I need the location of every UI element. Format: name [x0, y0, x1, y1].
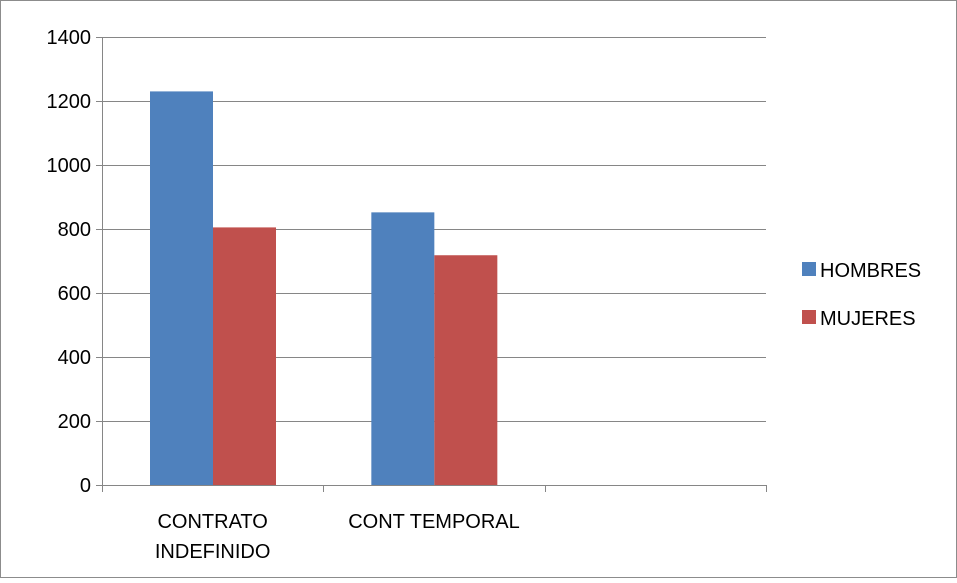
bars [150, 91, 498, 486]
bar-hombres-1 [371, 212, 435, 486]
y-tick-label: 200 [58, 411, 91, 433]
y-tick-label: 1000 [47, 155, 92, 177]
x-tick-labels: CONTRATO INDEFINIDO CONT TEMPORAL [155, 511, 520, 563]
legend: HOMBRES MUJERES [802, 260, 921, 330]
y-tick-label: 400 [58, 347, 91, 369]
x-tick-label: CONT TEMPORAL [348, 511, 520, 533]
y-tick-label: 1400 [47, 27, 92, 49]
y-tick-label: 600 [58, 283, 91, 305]
bar-mujeres-1 [434, 255, 498, 485]
y-tick-label: 1200 [47, 91, 92, 113]
x-tick-label: INDEFINIDO [155, 541, 271, 563]
y-tick-label: 800 [58, 219, 91, 241]
bar-mujeres-0 [213, 227, 276, 485]
axes [96, 37, 767, 492]
legend-label-mujeres: MUJERES [820, 308, 916, 330]
legend-swatch-mujeres [802, 310, 816, 324]
legend-label-hombres: HOMBRES [820, 260, 921, 282]
y-tick-label: 0 [80, 475, 91, 497]
bar-hombres-0 [150, 91, 213, 486]
y-tick-labels: 0 200 400 600 800 1000 1200 1400 [47, 27, 92, 497]
legend-swatch-hombres [802, 262, 816, 276]
x-tick-label: CONTRATO [157, 511, 267, 533]
